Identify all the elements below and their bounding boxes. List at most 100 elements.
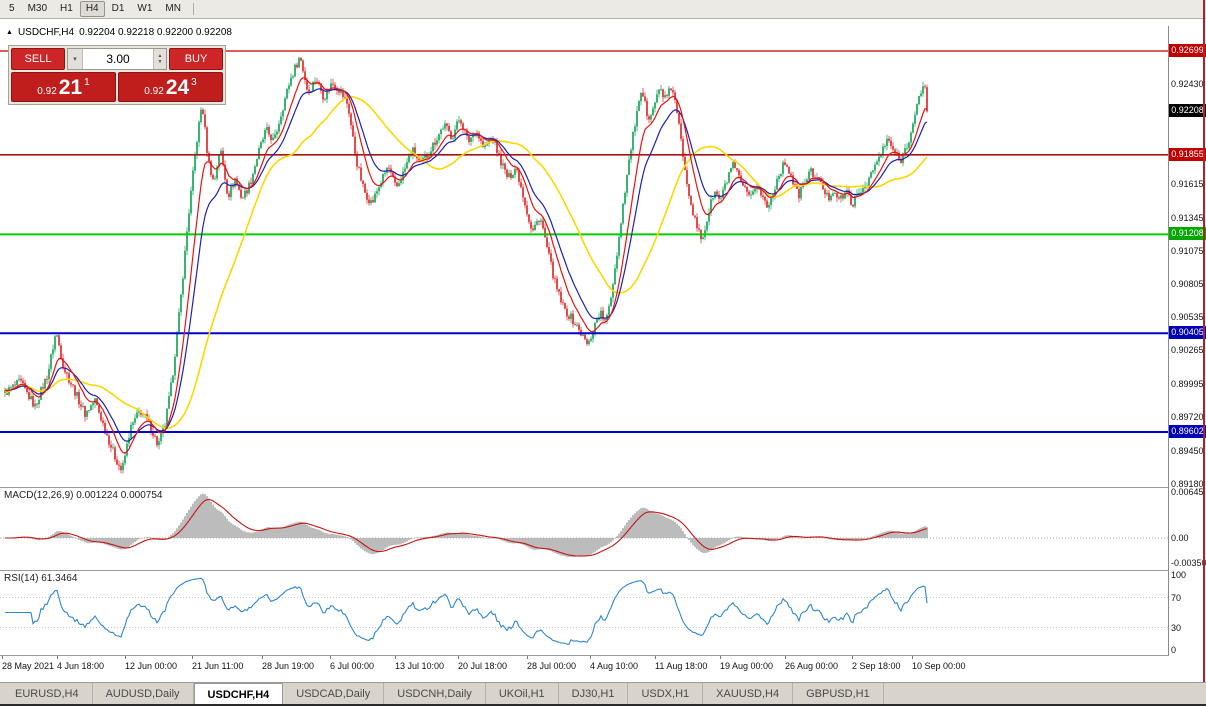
candle-body (340, 90, 342, 93)
macd-histogram-bar (384, 538, 386, 549)
timeframe-button-d1[interactable]: D1 (106, 1, 131, 17)
macd-histogram-bar (566, 538, 568, 557)
chart-tab-usdx[interactable]: USDX,H1 (628, 683, 704, 706)
candle-body (778, 176, 780, 179)
candle-body (394, 176, 396, 183)
candle-body (74, 385, 76, 396)
macd-histogram-bar (342, 535, 344, 538)
candle-body (672, 90, 674, 93)
chart-tab-xauusd[interactable]: XAUUSD,H4 (703, 683, 794, 706)
candle-body (926, 87, 928, 112)
chart-tab-eurusd[interactable]: EURUSD,H4 (2, 683, 93, 706)
macd-histogram-bar (500, 538, 502, 541)
candle-body (366, 192, 368, 200)
macd-histogram-bar (830, 538, 832, 540)
sell-button[interactable]: SELL (11, 48, 65, 70)
candle-body (696, 217, 698, 229)
candle-body (344, 96, 346, 98)
panel-resize-separator[interactable] (0, 570, 1206, 571)
macd-histogram-bar (484, 537, 486, 539)
timeframe-button-h4[interactable]: H4 (79, 1, 105, 17)
candle-body (352, 125, 354, 137)
time-axis[interactable]: 28 May 2021 4 Jun 18:00 12 Jun 00:00 21 Jun… (0, 656, 1168, 682)
chart-tab-usdcad[interactable]: USDCAD,Daily (283, 683, 385, 706)
bid-price-button[interactable]: 0.92 21 1 (11, 72, 116, 102)
time-tick (527, 656, 528, 659)
right-edge-line (1203, 0, 1205, 682)
candle-body (206, 127, 208, 153)
chart-tab-audusd[interactable]: AUDUSD,Daily (93, 683, 194, 706)
macd-histogram-bar (416, 537, 418, 538)
candle-body (450, 131, 452, 139)
volume-dropdown-arrow-icon[interactable]: ▾ (68, 49, 83, 69)
candle-body (472, 134, 474, 138)
candle-body (862, 188, 864, 193)
one-click-trading-panel: SELL ▾ 3.00 ▲ ▼ BUY 0.92 21 1 0.92 24 3 (8, 45, 226, 105)
macd-histogram-bar (822, 537, 824, 538)
candle-body (186, 231, 188, 251)
macd-histogram-bar (618, 533, 620, 538)
chart-tab-usdchf[interactable]: USDCHF,H4 (193, 683, 284, 706)
macd-histogram-bar (172, 533, 174, 538)
candle-body (18, 378, 20, 380)
candle-body (754, 189, 756, 192)
panel-resize-separator[interactable] (0, 487, 1206, 488)
macd-histogram-bar (84, 538, 86, 543)
candle-body (792, 175, 794, 185)
buy-button[interactable]: BUY (169, 48, 223, 70)
candle-body (464, 129, 466, 131)
candle-body (728, 172, 730, 183)
candle-body (68, 373, 70, 383)
macd-histogram-bar (536, 538, 538, 550)
time-tick (125, 656, 126, 659)
chart-tab-dj30[interactable]: DJ30,H1 (559, 683, 629, 706)
volume-value[interactable]: 3.00 (106, 52, 130, 66)
candle-body (330, 83, 332, 91)
macd-histogram-bar (130, 538, 132, 545)
macd-histogram-bar (220, 511, 222, 538)
candle-body (860, 192, 862, 194)
timeframe-button-h1[interactable]: H1 (54, 1, 79, 17)
candle-body (924, 86, 926, 88)
rsi-indicator-canvas[interactable] (0, 571, 1168, 655)
candle-body (76, 391, 78, 396)
chart-tab-ukoil[interactable]: UKOil,H1 (486, 683, 559, 706)
candle-body (618, 237, 620, 256)
candle-body (922, 86, 924, 94)
macd-histogram-bar (898, 532, 900, 538)
macd-histogram-bar (624, 525, 626, 538)
macd-histogram-bar (844, 538, 846, 541)
candle-body (578, 324, 580, 330)
macd-indicator-canvas[interactable] (0, 488, 1168, 570)
chart-tab-gbpusd[interactable]: GBPUSD,H1 (793, 683, 884, 706)
candle-body (200, 109, 202, 122)
macd-histogram-bar (538, 538, 540, 550)
timeframe-button-w1[interactable]: W1 (131, 1, 158, 17)
volume-stepper[interactable]: ▾ 3.00 ▲ ▼ (67, 48, 167, 70)
candle-body (280, 116, 282, 124)
macd-histogram-bar (116, 538, 118, 549)
candle-body (246, 190, 248, 194)
macd-histogram-bar (576, 538, 578, 557)
axis-tick-label: 0.89450 (1171, 446, 1204, 456)
timeframe-button-5[interactable]: 5 (3, 1, 21, 17)
candle-body (244, 190, 246, 198)
candle-body (720, 198, 722, 200)
volume-spin-arrows-icon[interactable]: ▲ ▼ (153, 49, 166, 69)
candle-body (850, 194, 852, 205)
macd-histogram-bar (234, 525, 236, 538)
level-price-badge: 0.89602 (1169, 425, 1206, 438)
macd-histogram-bar (258, 530, 260, 538)
chart-tab-bar: EURUSD,H4 AUDUSD,Daily USDCHF,H4 USDCAD,Dai… (0, 682, 1206, 706)
chart-tab-usdcnh[interactable]: USDCNH,Daily (384, 683, 486, 706)
candle-body (744, 185, 746, 187)
time-axis-label: 20 Jul 18:00 (458, 661, 508, 671)
candle-body (438, 134, 440, 141)
macd-histogram-bar (150, 537, 152, 539)
timeframe-button-m30[interactable]: M30 (22, 1, 53, 17)
macd-histogram-bar (916, 529, 918, 538)
timeframe-button-mn[interactable]: MN (159, 1, 187, 17)
macd-histogram-bar (386, 538, 388, 548)
candle-body (120, 465, 122, 471)
ask-price-button[interactable]: 0.92 24 3 (118, 72, 223, 102)
